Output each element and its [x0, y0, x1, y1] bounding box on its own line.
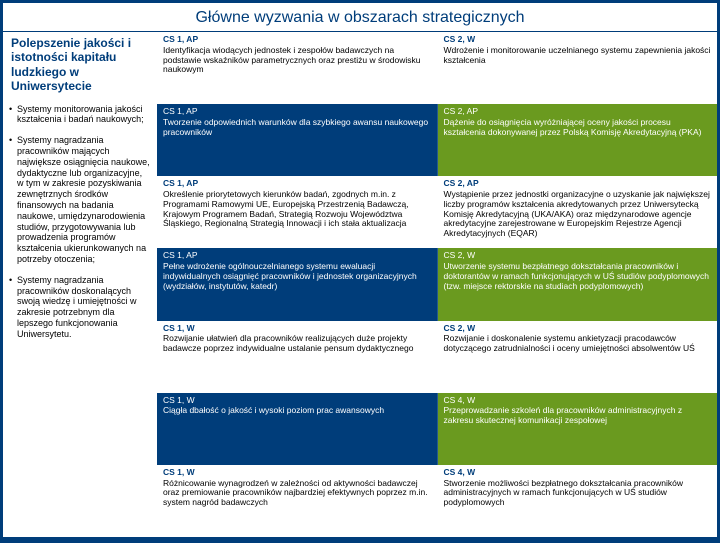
cell-left: CS 1, APOkreślenie priorytetowych kierun…: [157, 176, 438, 248]
left-heading: Polepszenie jakości i istotności kapitał…: [11, 36, 151, 94]
right-column: CS 1, APIdentyfikacja wiodących jednoste…: [157, 32, 717, 537]
cell-left: CS 1, APPełne wdrożenie ogólnouczelniane…: [157, 248, 438, 320]
cell-text: Rozwijanie ułatwień dla pracowników real…: [163, 334, 431, 354]
cell-label: CS 2, W: [444, 35, 712, 45]
cell-text: Tworzenie odpowiednich warunków dla szyb…: [163, 118, 431, 138]
cell-text: Przeprowadzanie szkoleń dla pracowników …: [444, 406, 712, 426]
cell-label: CS 1, W: [163, 468, 431, 478]
table-row: CS 1, APOkreślenie priorytetowych kierun…: [157, 176, 717, 248]
cell-label: CS 2, AP: [444, 107, 712, 117]
left-column: Polepszenie jakości i istotności kapitał…: [3, 32, 157, 537]
left-bullet: Systemy nagradzania pracowników mających…: [11, 135, 151, 265]
cell-right: CS 2, APWystąpienie przez jednostki orga…: [438, 176, 718, 248]
cell-right: CS 4, WPrzeprowadzanie szkoleń dla praco…: [438, 393, 718, 465]
table-row: CS 1, APPełne wdrożenie ogólnouczelniane…: [157, 248, 717, 320]
table-row: CS 1, APIdentyfikacja wiodących jednoste…: [157, 32, 717, 104]
cell-label: CS 2, W: [444, 251, 712, 261]
cell-label: CS 2, W: [444, 324, 712, 334]
cell-text: Utworzenie systemu bezpłatnego dokształc…: [444, 262, 712, 291]
table-row: CS 1, WRóżnicowanie wynagrodzeń w zależn…: [157, 465, 717, 537]
cell-text: Określenie priorytetowych kierunków bada…: [163, 190, 431, 229]
cell-label: CS 1, AP: [163, 107, 431, 117]
cell-text: Wdrożenie i monitorowanie uczelnianego s…: [444, 46, 712, 66]
slide-title: Główne wyzwania w obszarach strategiczny…: [3, 9, 717, 27]
cell-right: CS 4, WStworzenie możliwości bezpłatnego…: [438, 465, 718, 537]
table-row: CS 1, WRozwijanie ułatwień dla pracownik…: [157, 321, 717, 393]
cell-label: CS 1, W: [163, 396, 431, 406]
cell-right: CS 2, APDążenie do osiągnięcia wyróżniaj…: [438, 104, 718, 176]
cell-label: CS 4, W: [444, 468, 712, 478]
cell-label: CS 1, AP: [163, 251, 431, 261]
left-bullet: Systemy nagradzania pracowników doskonal…: [11, 275, 151, 340]
table-row: CS 1, APTworzenie odpowiednich warunków …: [157, 104, 717, 176]
cell-left: CS 1, WCiągła dbałość o jakość i wysoki …: [157, 393, 438, 465]
cell-label: CS 1, AP: [163, 35, 431, 45]
table-row: CS 1, WCiągła dbałość o jakość i wysoki …: [157, 393, 717, 465]
cell-label: CS 4, W: [444, 396, 712, 406]
title-bar: Główne wyzwania w obszarach strategiczny…: [3, 3, 717, 32]
cell-text: Wystąpienie przez jednostki organizacyjn…: [444, 190, 712, 239]
content: Polepszenie jakości i istotności kapitał…: [3, 32, 717, 537]
cell-text: Dążenie do osiągnięcia wyróżniającej oce…: [444, 118, 712, 138]
slide: Główne wyzwania w obszarach strategiczny…: [3, 3, 717, 537]
cell-left: CS 1, APTworzenie odpowiednich warunków …: [157, 104, 438, 176]
cell-left: CS 1, WRóżnicowanie wynagrodzeń w zależn…: [157, 465, 438, 537]
cell-right: CS 2, WUtworzenie systemu bezpłatnego do…: [438, 248, 718, 320]
cell-left: CS 1, WRozwijanie ułatwień dla pracownik…: [157, 321, 438, 393]
cell-text: Różnicowanie wynagrodzeń w zależności od…: [163, 479, 431, 508]
cell-label: CS 1, W: [163, 324, 431, 334]
cell-text: Pełne wdrożenie ogólnouczelnianego syste…: [163, 262, 431, 291]
cell-left: CS 1, APIdentyfikacja wiodących jednoste…: [157, 32, 438, 104]
left-bullet: Systemy monitorowania jakości kształceni…: [11, 104, 151, 126]
cell-right: CS 2, WRozwijanie i doskonalenie systemu…: [438, 321, 718, 393]
cell-label: CS 1, AP: [163, 179, 431, 189]
cell-text: Rozwijanie i doskonalenie systemu ankiet…: [444, 334, 712, 354]
cell-text: Stworzenie możliwości bezpłatnego dokszt…: [444, 479, 712, 508]
cell-text: Ciągła dbałość o jakość i wysoki poziom …: [163, 406, 431, 416]
cell-label: CS 2, AP: [444, 179, 712, 189]
cell-text: Identyfikacja wiodących jednostek i zesp…: [163, 46, 431, 75]
cell-right: CS 2, WWdrożenie i monitorowanie uczelni…: [438, 32, 718, 104]
